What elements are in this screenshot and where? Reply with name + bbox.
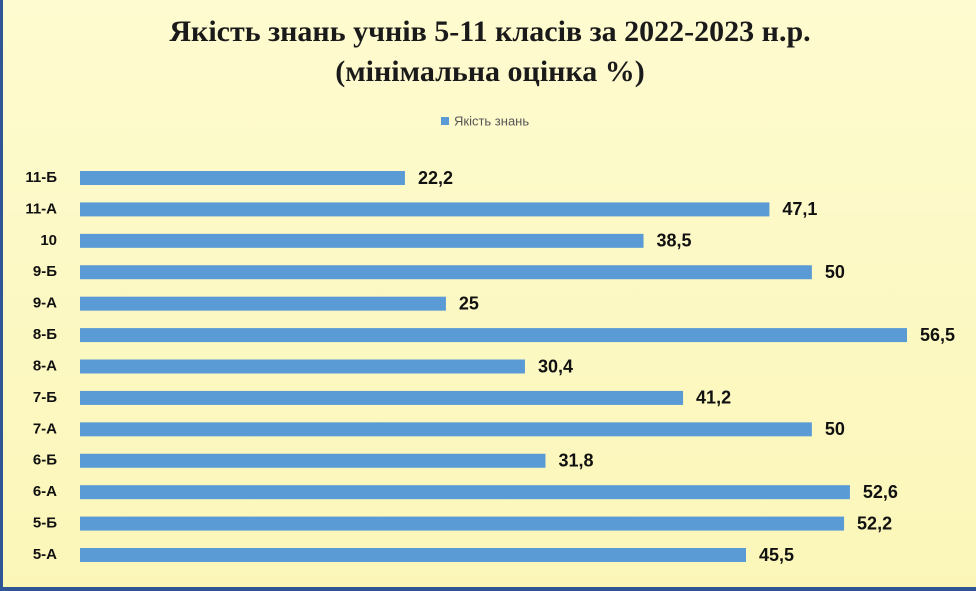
bar xyxy=(80,265,812,280)
bar xyxy=(80,453,546,468)
chart-subtitle: (мінімальна оцінка %) xyxy=(335,55,645,88)
y-tick-label: 7-А xyxy=(33,420,57,437)
frame-edge xyxy=(0,0,3,591)
value-label: 41,2 xyxy=(696,388,731,408)
bar xyxy=(80,485,850,500)
bar xyxy=(80,233,644,248)
y-tick-label: 7-Б xyxy=(33,389,57,406)
legend-swatch xyxy=(441,117,449,125)
y-tick-label: 10 xyxy=(40,232,57,249)
value-label: 31,8 xyxy=(558,451,593,471)
bar xyxy=(80,516,845,531)
value-label: 47,1 xyxy=(782,199,817,219)
value-label: 25 xyxy=(459,293,479,313)
y-tick-label: 9-Б xyxy=(33,263,57,280)
y-tick-label: 8-А xyxy=(33,357,57,374)
y-tick-label: 5-А xyxy=(33,546,57,563)
y-tick-label: 5-Б xyxy=(33,515,57,532)
y-tick-label: 11-А xyxy=(25,200,57,217)
bar xyxy=(80,548,746,562)
bar xyxy=(80,171,405,185)
value-label: 52,6 xyxy=(863,482,898,502)
bar xyxy=(80,296,446,311)
bar xyxy=(80,390,684,405)
frame-edge xyxy=(0,587,976,591)
value-label: 45,5 xyxy=(759,545,794,565)
bar xyxy=(80,202,770,217)
value-label: 50 xyxy=(825,419,845,439)
bar xyxy=(80,359,525,374)
chart-title: Якість знань учнів 5-11 класів за 2022-2… xyxy=(169,15,810,48)
legend-label: Якість знань xyxy=(454,113,529,128)
bar xyxy=(80,422,812,437)
value-label: 22,2 xyxy=(418,168,453,188)
value-label: 52,2 xyxy=(857,513,892,533)
bar xyxy=(80,328,907,343)
value-label: 30,4 xyxy=(538,356,573,376)
y-tick-label: 6-Б xyxy=(33,452,57,469)
value-label: 38,5 xyxy=(657,231,692,251)
y-tick-label: 6-А xyxy=(33,483,57,500)
value-label: 56,5 xyxy=(920,325,955,345)
y-tick-label: 8-Б xyxy=(33,326,57,343)
value-label: 50 xyxy=(825,262,845,282)
y-tick-label: 9-А xyxy=(33,295,57,312)
y-tick-label: 11-Б xyxy=(25,169,57,186)
